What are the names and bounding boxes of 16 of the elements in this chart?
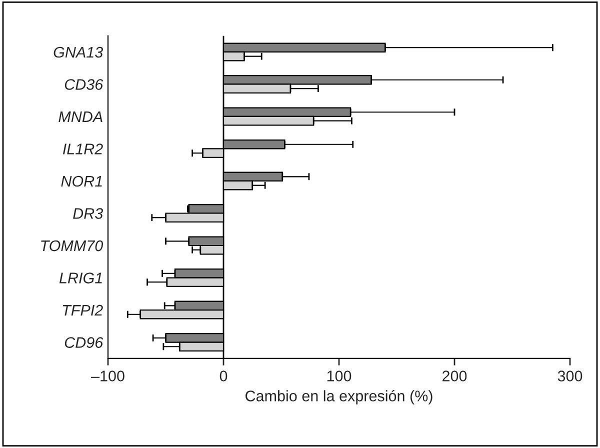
x-tick-label: 200 <box>442 370 467 382</box>
y-tick-label: TOMM70 <box>41 240 104 252</box>
y-tick-label: GNA13 <box>54 46 104 58</box>
x-axis-title: Cambio en la expresión (%) <box>246 390 432 404</box>
y-tick-label: CD96 <box>64 337 104 348</box>
y-tick-label: NOR1 <box>61 176 102 187</box>
x-tick-label: 100 <box>327 370 352 382</box>
x-tick-label: –100 <box>91 370 124 382</box>
y-tick-label: DR3 <box>73 208 104 219</box>
y-tick-label: TFPI2 <box>62 304 103 316</box>
x-tick-label: 0 <box>220 370 228 382</box>
x-tick-label: 300 <box>558 370 582 382</box>
y-tick-label: IL1R2 <box>62 144 103 154</box>
y-tick-label: CD36 <box>64 79 104 90</box>
y-tick-label: MNDA <box>58 112 102 122</box>
y-tick-label: LRIG1 <box>59 272 102 284</box>
